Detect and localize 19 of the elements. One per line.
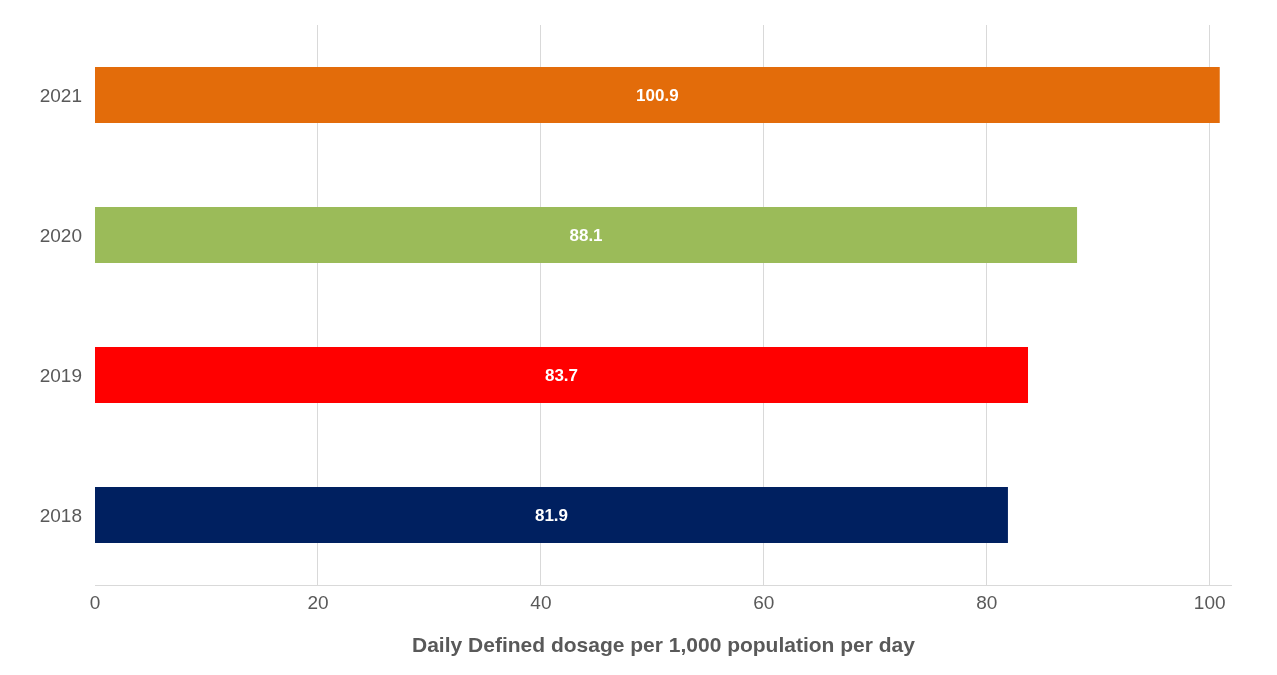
x-tick-label: 60 [753, 591, 775, 613]
data-label: 83.7 [544, 365, 579, 385]
x-tick-label: 40 [530, 591, 552, 613]
bar [95, 347, 1029, 403]
x-tick-label: 20 [307, 591, 329, 613]
y-tick-label: 2019 [39, 364, 82, 386]
x-tick-label: 100 [1193, 591, 1226, 613]
x-tick-label: 80 [976, 591, 998, 613]
data-label: 100.9 [636, 85, 679, 105]
bar [95, 207, 1078, 263]
x-axis-title: Daily Defined dosage per 1,000 population per day [412, 633, 916, 656]
data-label: 81.9 [534, 505, 569, 525]
bar [95, 67, 1220, 123]
data-label: 88.1 [569, 225, 603, 245]
x-tick-label: 0 [89, 591, 101, 613]
y-tick-label: 2018 [39, 504, 82, 526]
y-tick-label: 2020 [39, 224, 82, 246]
y-tick-label: 2021 [39, 84, 82, 106]
bar [95, 487, 1008, 543]
